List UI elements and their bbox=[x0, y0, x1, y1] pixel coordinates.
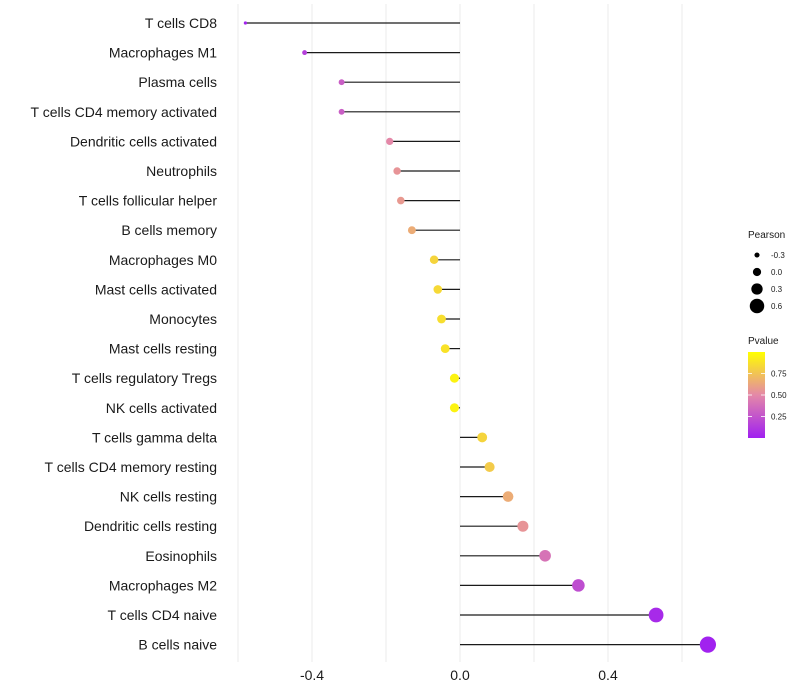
legend-size-label: -0.3 bbox=[771, 251, 785, 260]
y-axis-label: B cells memory bbox=[121, 222, 217, 238]
grid-lines bbox=[237, 4, 683, 662]
point bbox=[449, 373, 459, 383]
y-axis-label: T cells CD8 bbox=[145, 15, 217, 31]
legend-size-dot bbox=[752, 267, 762, 277]
y-axis-label: T cells CD4 memory activated bbox=[31, 104, 217, 120]
legend-size-label: 0.6 bbox=[771, 302, 783, 311]
legend-size-dot bbox=[751, 283, 763, 295]
point bbox=[449, 403, 459, 413]
size-legend: -0.3 0.0 0.3 0.6 bbox=[749, 251, 785, 314]
y-axis-label: NK cells activated bbox=[106, 400, 217, 416]
point bbox=[407, 226, 416, 235]
point bbox=[338, 79, 345, 86]
legend-size-label: 0.3 bbox=[771, 285, 783, 294]
y-axis-label: Monocytes bbox=[149, 311, 217, 327]
point bbox=[517, 520, 529, 532]
y-axis-label: B cells naive bbox=[138, 637, 217, 653]
y-axis-label: Neutrophils bbox=[146, 163, 217, 179]
point bbox=[484, 461, 495, 473]
point bbox=[397, 196, 405, 205]
point bbox=[433, 285, 443, 294]
legend-color-label: 0.25 bbox=[771, 413, 787, 422]
point bbox=[648, 607, 664, 623]
point bbox=[393, 167, 401, 175]
legend-color-label: 0.75 bbox=[771, 370, 787, 379]
legend-size-label: 0.0 bbox=[771, 268, 783, 277]
y-axis-label: Dendritic cells activated bbox=[70, 133, 217, 149]
x-tick-label: -0.4 bbox=[300, 667, 324, 683]
point bbox=[477, 432, 488, 443]
y-axis-label: T cells follicular helper bbox=[79, 193, 218, 209]
y-axis-label: T cells gamma delta bbox=[92, 429, 217, 445]
legend-color-label: 0.50 bbox=[771, 391, 787, 400]
point bbox=[429, 255, 439, 265]
legend-color-title: Pvalue bbox=[748, 336, 779, 347]
point bbox=[502, 491, 514, 502]
legend-size-title: Pearson bbox=[748, 230, 785, 241]
x-tick-label: 0.0 bbox=[450, 667, 470, 683]
y-axis-label: Dendritic cells resting bbox=[84, 518, 217, 534]
point bbox=[440, 344, 450, 354]
y-axis-label: Macrophages M1 bbox=[109, 45, 217, 61]
y-axis-label: Eosinophils bbox=[145, 548, 217, 564]
y-axis-label: Plasma cells bbox=[138, 74, 217, 90]
point bbox=[539, 549, 551, 562]
point bbox=[243, 21, 248, 25]
color-bar bbox=[748, 352, 765, 438]
color-legend: 0.25 0.50 0.75 bbox=[748, 370, 787, 422]
point bbox=[386, 137, 394, 146]
legend-size-dot bbox=[749, 298, 765, 314]
legend: Pearson -0.3 0.0 0.3 0.6 Pvalue 0.25 0.50 0.7… bbox=[748, 230, 787, 438]
points bbox=[243, 21, 717, 653]
point bbox=[437, 314, 446, 324]
y-axis-label: Mast cells activated bbox=[95, 281, 217, 297]
point bbox=[338, 108, 345, 115]
y-axis-label: Macrophages M0 bbox=[109, 252, 217, 268]
y-axis-label: T cells regulatory Tregs bbox=[72, 370, 217, 386]
point bbox=[302, 50, 308, 56]
legend-size-dot bbox=[754, 252, 760, 258]
y-axis-labels: T cells CD8 Macrophages M1 Plasma cells T c… bbox=[31, 15, 218, 653]
y-axis-label: Mast cells resting bbox=[109, 341, 217, 357]
y-axis-label: T cells CD4 naive bbox=[108, 607, 218, 623]
point bbox=[572, 579, 585, 592]
y-axis-label: Macrophages M2 bbox=[109, 577, 217, 593]
stems bbox=[245, 22, 708, 646]
x-tick-label: 0.4 bbox=[598, 667, 618, 683]
x-axis-labels: -0.4 0.0 0.4 bbox=[300, 667, 618, 683]
y-axis-label: T cells CD4 memory resting bbox=[45, 459, 217, 475]
y-axis-label: NK cells resting bbox=[120, 489, 217, 505]
point bbox=[699, 636, 717, 653]
